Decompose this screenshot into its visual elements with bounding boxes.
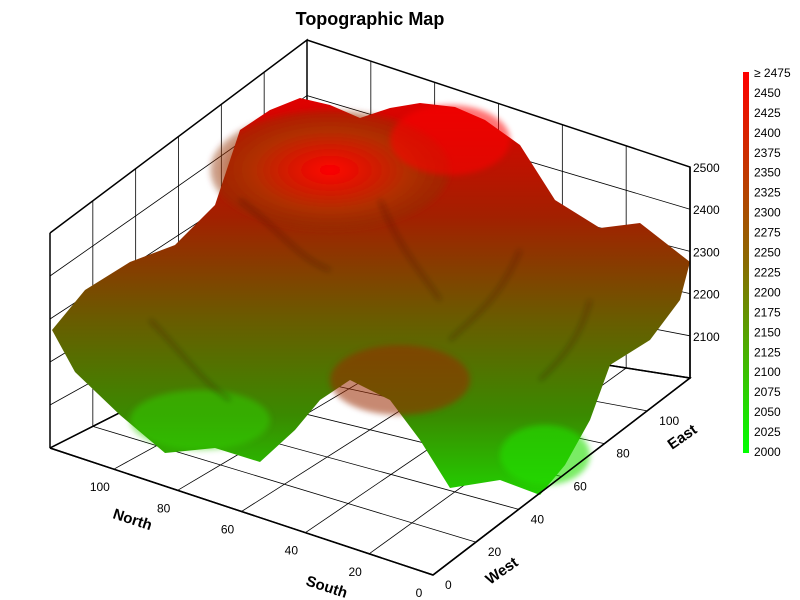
y-tick-label: 80 [616,447,630,461]
color-scale-label: 2075 [754,385,781,399]
front-left-edge [49,447,434,576]
color-scale-label: 2425 [754,106,781,120]
x-tick-label: 80 [157,501,171,515]
front-ridge [330,345,470,415]
color-scale-label: 2225 [754,265,781,279]
y-tick-label: 0 [445,578,452,592]
y-tick-labels: 0 20 40 60 80 100 [445,414,680,592]
terrain-shading [148,198,592,402]
color-scale-label: 2125 [754,345,781,359]
x-tick-label: 20 [348,565,362,579]
z-grid-line [49,39,691,234]
y-tick-label: 100 [659,414,679,428]
color-scale-label: 2400 [754,126,781,140]
color-scale-label: 2050 [754,405,781,419]
color-scale-labels: ≥ 2475 2450 2425 2400 2375 2350 2325 2300 2275 22… [754,66,791,459]
z-tick-label: 2400 [693,203,720,217]
color-scale-label: 2100 [754,365,781,379]
z-tick-label: 2100 [693,330,720,344]
terrain-surface [52,98,690,495]
front-right-edge [432,377,691,576]
z-tick-label: 2200 [693,288,720,302]
z-tick-label: 2500 [693,161,720,175]
color-scale-label: 2375 [754,146,781,160]
y-tick-label: 40 [531,512,545,526]
z-grid-line [49,95,691,277]
color-scale-label: 2025 [754,425,781,439]
x-tick-label: 100 [90,480,110,494]
color-scale-label: 2275 [754,226,781,240]
color-scale-bar [743,72,749,453]
x-tick-labels: 0 20 40 60 80 100 [90,480,423,600]
peak-highlight [390,105,510,175]
z-tick-label: 2300 [693,245,720,259]
color-scale-label: 2350 [754,166,781,180]
x-tick-label: 40 [285,544,299,558]
z-tick-labels: 2100 2200 2300 2400 2500 [693,161,720,344]
x-axis-title-south: South [304,573,350,600]
color-scale-label: 2200 [754,285,781,299]
color-scale-label: 2000 [754,445,781,459]
color-scale-label: 2450 [754,86,781,100]
chart-title: Topographic Map [296,9,445,29]
x-tick-label: 0 [416,586,423,600]
y-tick-label: 20 [488,545,502,559]
color-scale-label: 2250 [754,246,781,260]
color-scale-label: 2300 [754,206,781,220]
low-valley [500,425,590,485]
color-scale-label: 2150 [754,325,781,339]
color-scale-label: ≥ 2475 [754,66,791,80]
y-tick-label: 60 [574,480,588,494]
box-front-edges [49,167,691,576]
color-scale-label: 2325 [754,186,781,200]
low-valley [130,390,270,450]
x-tick-label: 60 [221,523,235,537]
color-scale-label: 2175 [754,305,781,319]
x-axis-title-north: North [111,506,154,535]
